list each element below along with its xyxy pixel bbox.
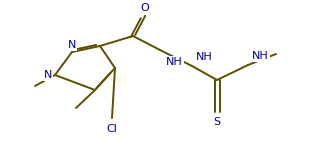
Text: NH: NH xyxy=(196,52,213,62)
Text: NH: NH xyxy=(252,51,269,61)
Text: O: O xyxy=(140,3,149,13)
Text: Cl: Cl xyxy=(106,124,117,134)
Text: N: N xyxy=(68,40,76,50)
Text: S: S xyxy=(214,117,220,127)
Text: NH: NH xyxy=(166,57,183,67)
Text: N: N xyxy=(43,70,52,80)
